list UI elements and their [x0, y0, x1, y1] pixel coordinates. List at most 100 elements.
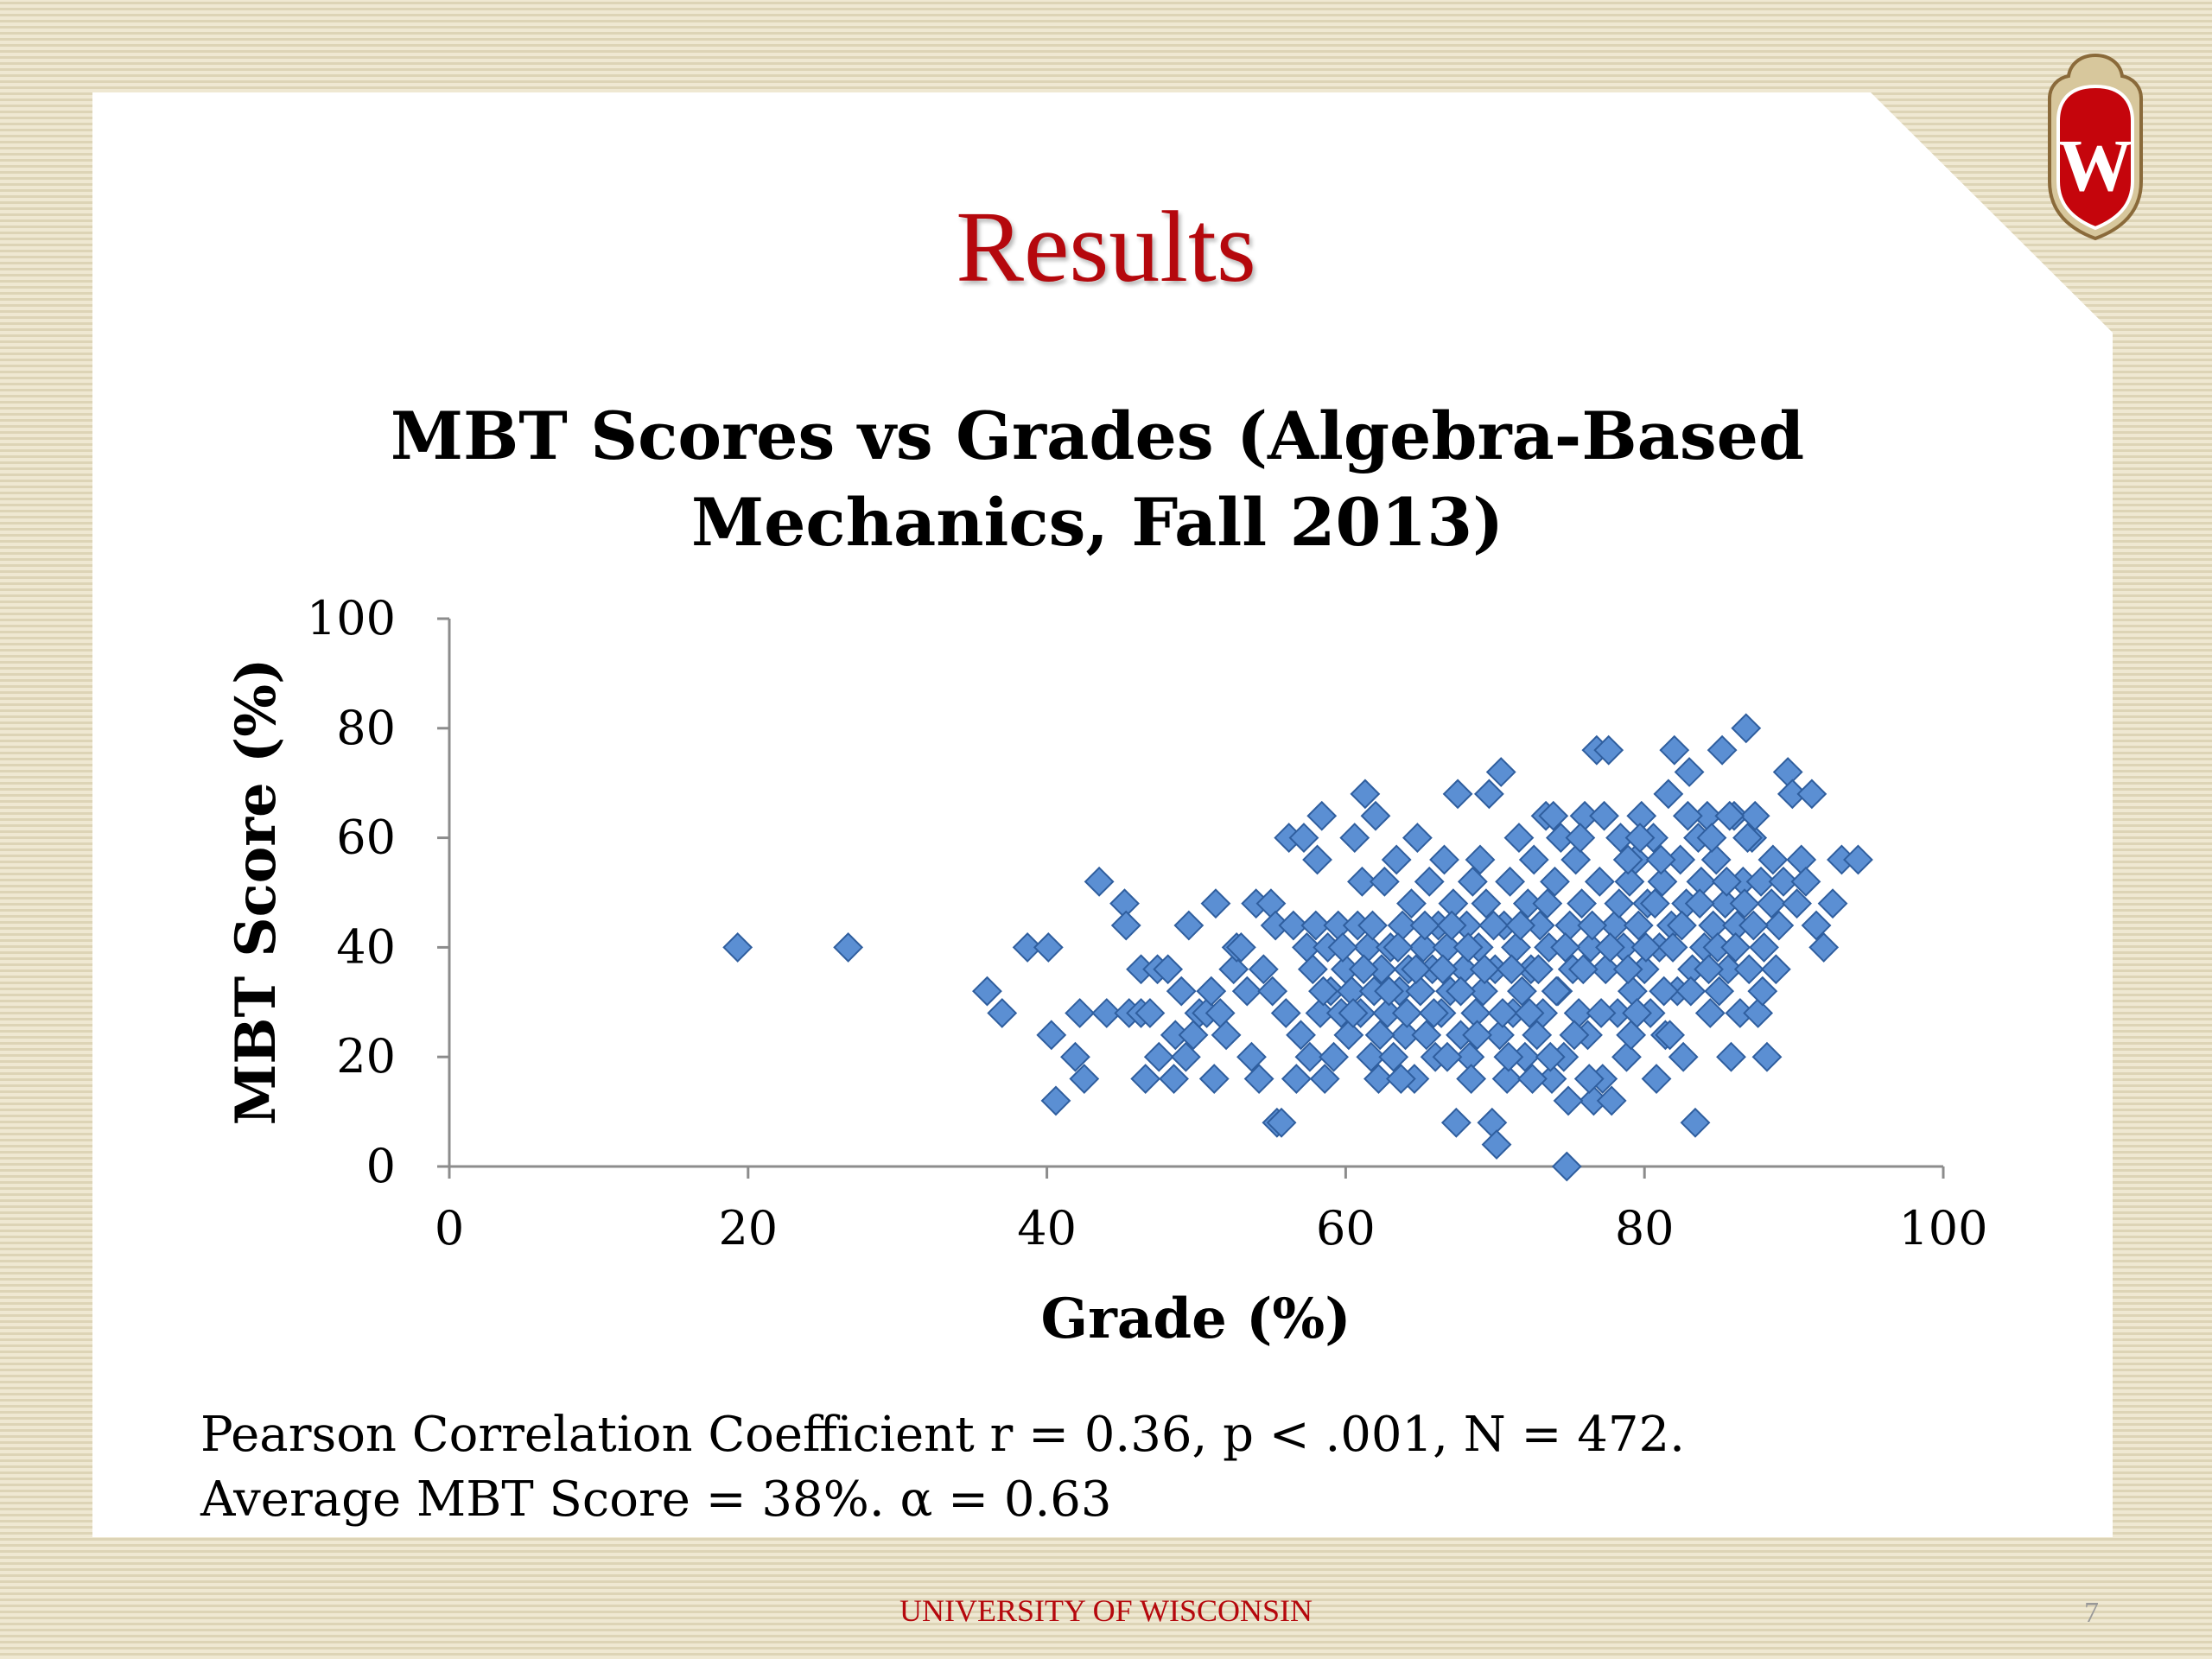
- data-point: [1720, 931, 1751, 963]
- y-axis-label: MBT Score (%): [224, 658, 289, 1126]
- data-point: [1653, 779, 1684, 810]
- data-point: [1649, 976, 1680, 1007]
- data-point: [1211, 1020, 1242, 1051]
- data-point: [1704, 976, 1735, 1007]
- data-point: [1300, 910, 1332, 941]
- data-point: [1495, 866, 1526, 897]
- data-point: [1493, 1041, 1524, 1072]
- data-point: [1729, 888, 1760, 919]
- data-point: [1270, 998, 1301, 1028]
- data-point: [1309, 1064, 1340, 1094]
- data-point: [1672, 800, 1703, 831]
- data-point: [1308, 976, 1338, 1007]
- average-score-note: Average MBT Score = 38%. α = 0.63: [200, 1471, 1112, 1528]
- data-point: [1786, 844, 1817, 875]
- data-point: [1772, 757, 1803, 787]
- x-tick-label: 0: [435, 1201, 464, 1255]
- data-point: [1694, 998, 1726, 1028]
- data-point: [1468, 976, 1498, 1007]
- data-point: [1357, 910, 1388, 941]
- y-tick-label: 0: [366, 1139, 396, 1193]
- crest-letter: W: [2058, 124, 2133, 207]
- x-tick-label: 40: [1017, 1201, 1077, 1255]
- data-point: [1680, 1107, 1711, 1138]
- data-point: [1390, 1020, 1421, 1051]
- data-point: [1396, 888, 1427, 919]
- chart-title-line-1: MBT Scores vs Grades (Algebra-Based: [390, 397, 1805, 474]
- data-point: [1684, 888, 1715, 919]
- data-point: [1360, 800, 1391, 831]
- data-point: [1408, 931, 1439, 963]
- data-point: [1288, 823, 1319, 854]
- data-point: [1452, 931, 1484, 963]
- data-point: [1624, 823, 1656, 854]
- data-point: [1091, 998, 1122, 1028]
- data-point: [1503, 823, 1535, 854]
- data-point: [1577, 910, 1608, 941]
- data-point: [1611, 1041, 1642, 1072]
- y-tick-label: 80: [336, 701, 396, 755]
- data-point: [1743, 998, 1774, 1028]
- data-point: [1477, 1107, 1508, 1138]
- data-point: [1532, 888, 1563, 919]
- page-number: 7: [2084, 1597, 2099, 1629]
- data-point: [1553, 1085, 1584, 1116]
- data-point: [1432, 1041, 1463, 1072]
- chart-title-line-2: Mechanics, Fall 2013): [690, 484, 1504, 561]
- data-point: [1700, 844, 1732, 875]
- data-point: [1573, 1064, 1605, 1094]
- data-point: [1731, 713, 1762, 744]
- data-point: [1584, 866, 1615, 897]
- data-point: [1378, 1041, 1409, 1072]
- data-point: [1595, 931, 1625, 963]
- data-point: [1630, 931, 1662, 963]
- data-point: [1496, 954, 1527, 985]
- data-point: [1733, 954, 1764, 985]
- data-point: [1505, 910, 1536, 941]
- data-point: [1768, 866, 1799, 897]
- data-point: [1348, 954, 1379, 985]
- y-tick-label: 20: [336, 1029, 396, 1084]
- data-point: [1198, 1064, 1230, 1094]
- data-point: [1414, 866, 1445, 897]
- data-point: [1487, 998, 1518, 1028]
- data-point: [1281, 1064, 1312, 1094]
- data-point: [1381, 844, 1412, 875]
- data-point: [1231, 976, 1262, 1007]
- data-point: [1166, 976, 1197, 1007]
- data-point: [1522, 1020, 1553, 1051]
- data-point: [1319, 1041, 1349, 1072]
- data-point: [1060, 1041, 1090, 1072]
- data-point: [1749, 931, 1779, 963]
- data-point: [1306, 800, 1338, 831]
- data-point: [1170, 1041, 1201, 1072]
- data-point: [1069, 1064, 1100, 1094]
- data-point: [1478, 910, 1509, 941]
- data-point: [1711, 866, 1742, 897]
- data-point: [1639, 888, 1670, 919]
- chart-title: MBT Scores vs Grades (Algebra-Based Mech…: [285, 393, 1910, 566]
- data-point: [1612, 954, 1643, 985]
- data-point: [1225, 931, 1256, 963]
- data-point: [1364, 1020, 1395, 1051]
- data-point: [1338, 998, 1369, 1028]
- data-point: [1446, 976, 1476, 1007]
- data-point: [1297, 954, 1328, 985]
- data-point: [1491, 1064, 1522, 1094]
- data-point: [1084, 866, 1115, 897]
- data-point: [1590, 954, 1621, 985]
- data-point: [1485, 757, 1516, 787]
- data-point: [1614, 866, 1645, 897]
- y-tick-label: 60: [336, 810, 396, 865]
- data-point: [1567, 954, 1599, 985]
- data-point: [1560, 844, 1592, 875]
- data-point: [1481, 1129, 1512, 1160]
- data-point: [1196, 976, 1227, 1007]
- data-point: [1442, 779, 1473, 810]
- data-point: [1645, 844, 1676, 875]
- data-point: [1507, 976, 1537, 1007]
- data-point: [1565, 823, 1596, 854]
- data-point: [1402, 823, 1433, 854]
- data-point: [1333, 1020, 1364, 1051]
- data-point: [1751, 1041, 1783, 1072]
